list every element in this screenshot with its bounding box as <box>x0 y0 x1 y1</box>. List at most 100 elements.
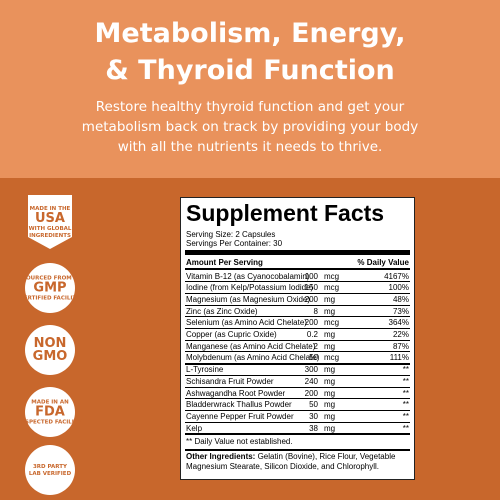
badge-text: WITH GLOBAL <box>29 226 72 232</box>
rule <box>185 386 410 388</box>
daily-value: 22% <box>392 330 409 339</box>
badge-text: NON <box>34 336 67 351</box>
daily-value: 73% <box>392 306 409 316</box>
unit: mg <box>324 306 336 316</box>
unit: mg <box>324 400 336 410</box>
amount: 8 <box>313 306 318 316</box>
unit: mcg <box>324 318 340 328</box>
ingredient: Bladderwrack Thallus Powder <box>186 400 292 410</box>
daily-value: ** <box>402 376 409 386</box>
badge-text: FDA <box>35 405 65 420</box>
badge-shape <box>25 387 75 437</box>
supplement-facts: Supplement Facts Serving Size: 2 Capsule… <box>180 197 415 480</box>
rule <box>185 316 410 317</box>
daily-value: 364% <box>388 318 409 328</box>
unit: mg <box>324 330 336 339</box>
facts-title: Supplement Facts <box>186 200 385 226</box>
serving-size: Serving Size: 2 Capsules <box>186 230 276 239</box>
subtitle-line: metabolism back on track by providing yo… <box>81 119 419 135</box>
rule <box>185 351 410 352</box>
daily-value: ** <box>402 365 409 375</box>
rule <box>185 281 410 282</box>
amount: 38 <box>309 423 318 433</box>
unit: mg <box>324 341 336 351</box>
title-line: Metabolism, Energy, <box>94 18 406 49</box>
footnote: ** Daily Value not established. <box>186 436 293 446</box>
rule <box>185 374 410 376</box>
rule <box>185 328 410 329</box>
rule <box>185 409 410 411</box>
rule <box>185 398 410 399</box>
servings: Servings Per Container: 30 <box>186 239 283 248</box>
amount: 200 <box>304 294 318 304</box>
amount: 50 <box>309 400 318 410</box>
unit: mg <box>324 365 336 375</box>
ingredient: L-Tyrosine <box>186 365 224 375</box>
daily-value: 4167% <box>384 271 409 281</box>
ingredient: Copper (as Cupric Oxide) <box>186 330 277 339</box>
ingredient: Manganese (as Amino Acid Chelate) <box>186 341 316 351</box>
ingredient: Ashwagandha Root Powder <box>186 388 286 398</box>
daily-value: ** <box>402 400 409 410</box>
unit: mg <box>324 388 336 398</box>
col-header: % Daily Value <box>357 258 409 267</box>
ingredient: Molybdenum (as Amino Acid Chelate) <box>186 353 320 363</box>
col-header: Amount Per Serving <box>186 258 263 267</box>
other-ingredients: Other Ingredients: Gelatin (Bovine), Ric… <box>186 452 409 472</box>
rule <box>185 304 410 306</box>
unit: mcg <box>324 271 340 281</box>
badge-shape <box>25 263 75 313</box>
badge-text: SOURCED FROM A <box>22 276 79 282</box>
rule <box>185 250 410 255</box>
ingredient: Magnesium (as Magnesium Oxide) <box>186 294 311 304</box>
badge-text: LAB VERIFIED <box>29 471 72 477</box>
rule <box>185 433 410 436</box>
badge-text: 3RD PARTY <box>33 464 68 470</box>
unit: mg <box>324 423 336 433</box>
amount: 2 <box>313 341 318 351</box>
badge-shape <box>28 195 72 249</box>
unit: mg <box>324 411 336 421</box>
badge-shape <box>25 445 75 495</box>
daily-value: 111% <box>389 353 409 363</box>
amount: 150 <box>304 283 318 293</box>
rule <box>185 292 410 294</box>
amount: 50 <box>309 353 318 363</box>
ingredient: Selenium (as Amino Acid Chelate) <box>186 318 307 328</box>
amount: 300 <box>304 365 318 375</box>
header-band <box>0 0 500 178</box>
badge-text: MADE IN AN <box>31 400 69 406</box>
amount: 200 <box>304 388 318 398</box>
amount: 240 <box>304 376 318 386</box>
ingredient: Zinc (as Zinc Oxide) <box>186 306 258 316</box>
daily-value: ** <box>402 423 409 433</box>
rule <box>185 363 410 366</box>
rule <box>185 339 410 341</box>
daily-value: 100% <box>388 283 409 293</box>
amount: 30 <box>309 411 318 421</box>
unit: mcg <box>324 353 340 363</box>
daily-value: 48% <box>392 294 409 304</box>
ingredient: Cayenne Pepper Fruit Powder <box>186 411 294 421</box>
other-text: Gelatin (Bovine), Rice Flour, Vegetable … <box>186 451 396 471</box>
ingredient: Vitamin B-12 (as Cyanocobalamin) <box>186 271 310 281</box>
daily-value: ** <box>402 388 409 398</box>
unit: mg <box>324 376 336 386</box>
badge-shape <box>25 325 75 375</box>
daily-value: 87% <box>392 341 409 351</box>
ingredient: Iodine (from Kelp/Potassium Iodide) <box>186 283 314 293</box>
daily-value: ** <box>402 411 409 421</box>
unit: mcg <box>324 283 340 293</box>
badge-text: MADE IN THE <box>30 206 71 212</box>
ingredient: Schisandra Fruit Powder <box>186 376 274 386</box>
badge-text: CERTIFIED FACILITY <box>20 296 81 302</box>
amount: 0.2 <box>306 330 318 339</box>
rule <box>185 448 410 451</box>
subtitle-line: Restore healthy thyroid function and get… <box>95 99 405 115</box>
rule <box>185 421 410 423</box>
unit: mg <box>324 294 336 304</box>
title-line: & Thyroid Function <box>105 55 395 86</box>
badge-text: INGREDIENTS <box>29 233 71 239</box>
other-label: Other Ingredients: <box>186 451 256 461</box>
